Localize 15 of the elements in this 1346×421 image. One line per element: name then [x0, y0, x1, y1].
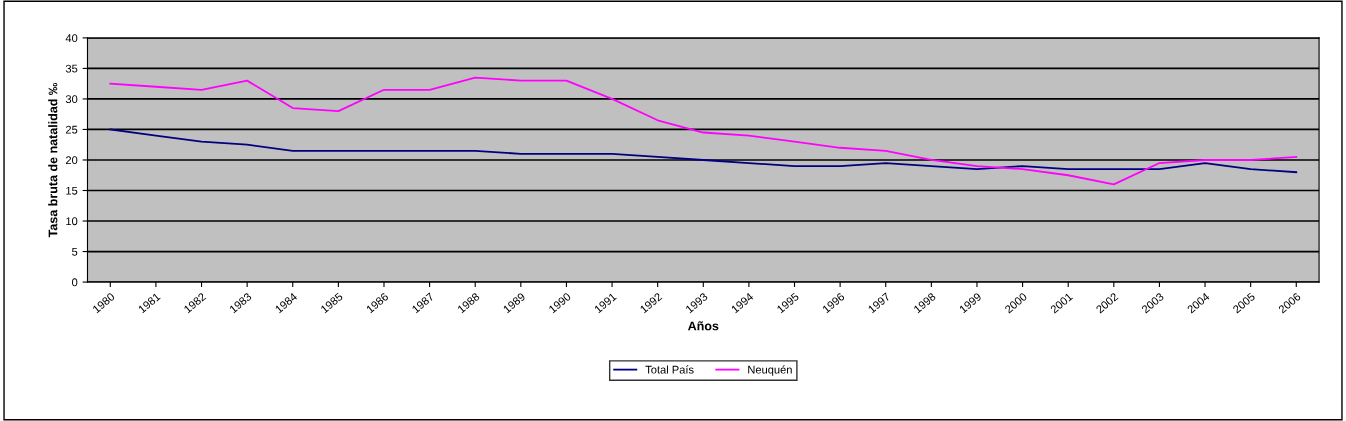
y-tick-label: 40 — [65, 34, 78, 43]
y-axis-title: Tasa bruta de natalidad ‰ — [48, 82, 58, 238]
y-tick-label: 25 — [65, 125, 78, 134]
line-series — [109, 76, 1298, 186]
line-series — [109, 128, 1298, 174]
y-tick-label: 5 — [72, 247, 78, 256]
y-tick-label: 0 — [72, 278, 78, 287]
y-tick-label: 20 — [65, 156, 78, 165]
y-tick-label: 10 — [66, 217, 78, 226]
y-tick-label: 15 — [66, 186, 78, 195]
y-tick-label: 35 — [65, 64, 78, 73]
legend-label: Total País — [645, 365, 694, 374]
x-axis-title: Años — [687, 321, 719, 331]
legend-label: Neuquén — [748, 365, 792, 376]
y-tick-label: 30 — [65, 95, 78, 104]
